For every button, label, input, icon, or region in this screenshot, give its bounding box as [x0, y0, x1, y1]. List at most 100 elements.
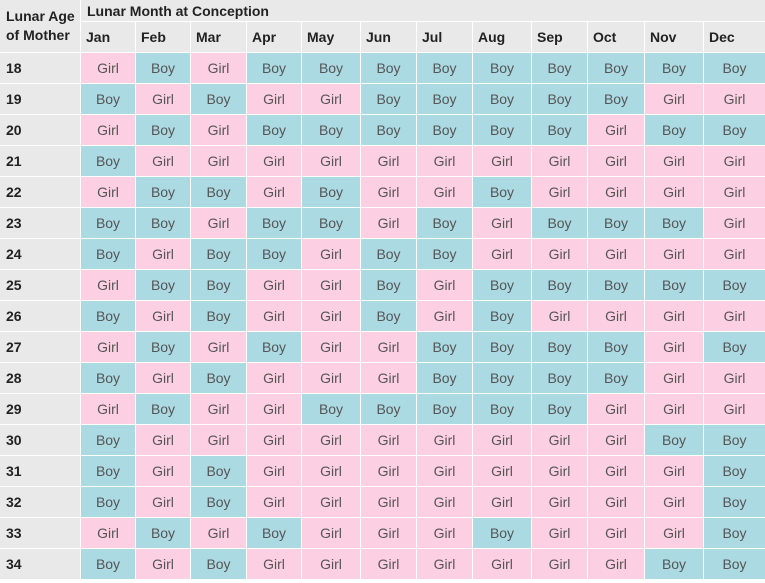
age-column-header: Lunar Age of Mother: [0, 0, 81, 53]
gender-cell: Girl: [81, 270, 136, 301]
gender-cell: Boy: [473, 394, 532, 425]
gender-cell: Girl: [191, 146, 247, 177]
gender-cell: Girl: [417, 270, 473, 301]
gender-cell: Girl: [645, 456, 704, 487]
gender-cell: Girl: [588, 518, 645, 549]
gender-cell: Girl: [645, 84, 704, 115]
gender-cell: Boy: [191, 456, 247, 487]
gender-cell: Girl: [247, 270, 302, 301]
gender-cell: Boy: [532, 84, 588, 115]
gender-cell: Boy: [81, 84, 136, 115]
gender-cell: Boy: [532, 208, 588, 239]
gender-cell: Girl: [191, 208, 247, 239]
gender-cell: Boy: [417, 84, 473, 115]
gender-cell: Boy: [473, 53, 532, 84]
gender-cell: Girl: [645, 301, 704, 332]
gender-cell: Girl: [473, 456, 532, 487]
gender-cell: Boy: [417, 115, 473, 146]
gender-cell: Girl: [302, 332, 361, 363]
gender-cell: Girl: [704, 84, 765, 115]
gender-cell: Boy: [191, 239, 247, 270]
gender-cell: Girl: [704, 146, 765, 177]
gender-cell: Boy: [473, 270, 532, 301]
gender-cell: Boy: [81, 208, 136, 239]
gender-cell: Boy: [588, 363, 645, 394]
gender-cell: Girl: [302, 301, 361, 332]
gender-cell: Girl: [473, 208, 532, 239]
gender-cell: Boy: [81, 425, 136, 456]
gender-cell: Girl: [588, 487, 645, 518]
gender-cell: Boy: [417, 239, 473, 270]
month-header-mar: Mar: [191, 22, 247, 53]
gender-cell: Boy: [247, 208, 302, 239]
gender-cell: Girl: [81, 53, 136, 84]
age-label: 21: [0, 146, 81, 177]
gender-cell: Boy: [191, 301, 247, 332]
gender-cell: Girl: [81, 177, 136, 208]
gender-cell: Boy: [645, 53, 704, 84]
gender-cell: Boy: [247, 115, 302, 146]
gender-cell: Boy: [588, 332, 645, 363]
gender-cell: Girl: [361, 518, 417, 549]
gender-cell: Girl: [302, 84, 361, 115]
month-header-feb: Feb: [136, 22, 191, 53]
gender-cell: Girl: [532, 549, 588, 580]
gender-cell: Girl: [704, 363, 765, 394]
gender-cell: Boy: [191, 84, 247, 115]
gender-cell: Girl: [532, 456, 588, 487]
age-label: 24: [0, 239, 81, 270]
gender-cell: Boy: [136, 518, 191, 549]
gender-cell: Boy: [191, 487, 247, 518]
gender-cell: Boy: [81, 239, 136, 270]
gender-cell: Boy: [704, 549, 765, 580]
gender-cell: Girl: [191, 53, 247, 84]
age-label: 33: [0, 518, 81, 549]
gender-cell: Boy: [361, 239, 417, 270]
gender-cell: Boy: [361, 270, 417, 301]
gender-cell: Girl: [417, 487, 473, 518]
gender-cell: Girl: [247, 301, 302, 332]
gender-cell: Girl: [302, 456, 361, 487]
gender-cell: Boy: [645, 115, 704, 146]
gender-cell: Girl: [532, 425, 588, 456]
month-group-header: Lunar Month at Conception: [81, 0, 765, 22]
gender-cell: Girl: [417, 425, 473, 456]
gender-cell: Boy: [247, 239, 302, 270]
month-header-jan: Jan: [81, 22, 136, 53]
gender-cell: Girl: [247, 549, 302, 580]
gender-cell: Girl: [247, 363, 302, 394]
gender-cell: Girl: [588, 549, 645, 580]
gender-cell: Boy: [473, 177, 532, 208]
gender-cell: Boy: [473, 332, 532, 363]
gender-cell: Girl: [302, 549, 361, 580]
age-label: 32: [0, 487, 81, 518]
gender-cell: Boy: [81, 456, 136, 487]
age-label: 30: [0, 425, 81, 456]
gender-cell: Girl: [473, 239, 532, 270]
age-label: 19: [0, 84, 81, 115]
gender-cell: Girl: [361, 549, 417, 580]
gender-cell: Boy: [136, 208, 191, 239]
gender-cell: Girl: [532, 239, 588, 270]
gender-cell: Girl: [532, 301, 588, 332]
gender-cell: Boy: [532, 332, 588, 363]
gender-cell: Girl: [247, 84, 302, 115]
gender-cell: Boy: [247, 332, 302, 363]
gender-cell: Girl: [588, 456, 645, 487]
gender-cell: Boy: [302, 394, 361, 425]
gender-cell: Boy: [417, 53, 473, 84]
gender-cell: Girl: [191, 425, 247, 456]
gender-cell: Girl: [588, 146, 645, 177]
gender-cell: Girl: [645, 363, 704, 394]
gender-cell: Girl: [361, 487, 417, 518]
gender-cell: Girl: [704, 301, 765, 332]
gender-cell: Girl: [191, 332, 247, 363]
gender-cell: Girl: [361, 332, 417, 363]
gender-cell: Girl: [532, 177, 588, 208]
month-header-may: May: [302, 22, 361, 53]
gender-cell: Girl: [136, 456, 191, 487]
gender-cell: Boy: [417, 208, 473, 239]
gender-cell: Boy: [361, 53, 417, 84]
gender-cell: Boy: [704, 456, 765, 487]
